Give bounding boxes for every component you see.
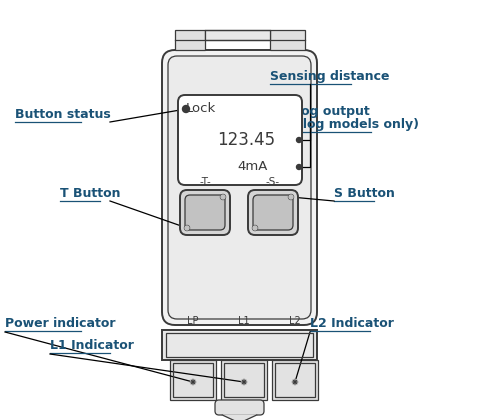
FancyBboxPatch shape [168,56,311,319]
Circle shape [241,380,247,384]
Text: Power indicator: Power indicator [5,317,116,330]
Bar [162,330,317,360]
Circle shape [185,226,189,231]
Text: L2 Indicator: L2 Indicator [310,317,394,330]
Circle shape [296,165,302,170]
Bar [270,30,305,50]
Circle shape [293,380,297,384]
Circle shape [185,226,189,230]
Text: -T-: -T- [199,177,211,187]
Circle shape [253,226,257,230]
Circle shape [241,380,247,384]
Circle shape [220,194,226,200]
Bar [173,363,213,397]
Circle shape [191,380,196,384]
Bar [275,363,315,397]
Circle shape [183,105,189,113]
Bar [224,363,264,397]
FancyBboxPatch shape [178,95,302,185]
Circle shape [294,381,296,383]
Text: 4mA: 4mA [237,160,268,173]
Text: S Button: S Button [334,187,395,200]
Text: L1: L1 [238,316,250,326]
Text: Lock: Lock [186,102,216,116]
Circle shape [191,380,196,384]
FancyBboxPatch shape [162,50,317,325]
FancyBboxPatch shape [180,190,230,235]
FancyBboxPatch shape [215,400,264,415]
Text: 123.45: 123.45 [217,131,275,149]
Bar [205,30,270,40]
Text: Button status: Button status [15,108,111,121]
Text: L1 Indicator: L1 Indicator [50,339,134,352]
Circle shape [296,137,302,142]
FancyBboxPatch shape [248,190,298,235]
Text: Sensing distance: Sensing distance [270,70,390,83]
Bar [221,360,267,400]
FancyBboxPatch shape [185,195,225,230]
Bar [170,360,216,400]
Text: L2: L2 [289,316,301,326]
Circle shape [252,226,258,231]
Polygon shape [222,415,257,420]
Text: (Analog models only): (Analog models only) [270,118,419,131]
Text: LP: LP [187,316,199,326]
Bar [166,333,313,357]
FancyBboxPatch shape [253,195,293,230]
Circle shape [289,195,293,199]
Text: Analog output: Analog output [270,105,370,118]
Circle shape [243,381,245,383]
Circle shape [192,381,194,383]
Text: T Button: T Button [60,187,120,200]
Circle shape [289,194,293,200]
Circle shape [293,380,297,384]
Text: -S-: -S- [266,177,280,187]
Circle shape [221,195,225,199]
Bar [175,30,205,50]
Bar [272,360,318,400]
